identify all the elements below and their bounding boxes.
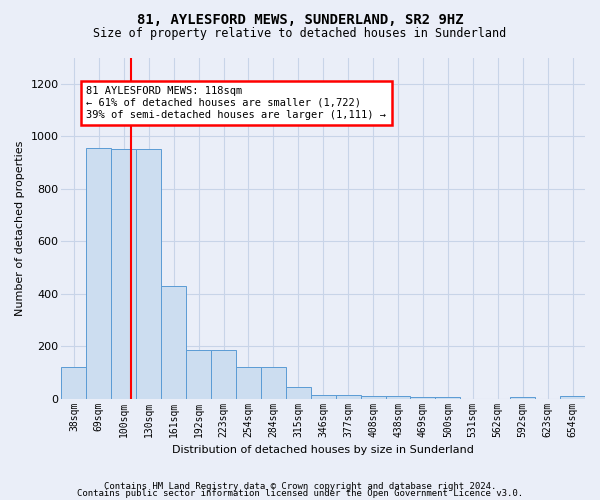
Bar <box>261 367 286 398</box>
Bar <box>161 286 186 399</box>
Bar <box>186 350 211 399</box>
Bar <box>386 396 410 398</box>
Bar <box>311 394 335 398</box>
Bar <box>361 396 386 398</box>
Bar <box>86 148 112 399</box>
Bar <box>560 396 585 398</box>
Text: 81, AYLESFORD MEWS, SUNDERLAND, SR2 9HZ: 81, AYLESFORD MEWS, SUNDERLAND, SR2 9HZ <box>137 12 463 26</box>
Text: Contains HM Land Registry data © Crown copyright and database right 2024.: Contains HM Land Registry data © Crown c… <box>104 482 496 491</box>
Bar <box>61 367 86 398</box>
Y-axis label: Number of detached properties: Number of detached properties <box>15 140 25 316</box>
Bar <box>112 150 136 398</box>
Text: Size of property relative to detached houses in Sunderland: Size of property relative to detached ho… <box>94 28 506 40</box>
Text: Contains public sector information licensed under the Open Government Licence v3: Contains public sector information licen… <box>77 490 523 498</box>
Bar <box>236 367 261 398</box>
Bar <box>211 350 236 399</box>
Bar <box>335 394 361 398</box>
Text: 81 AYLESFORD MEWS: 118sqm
← 61% of detached houses are smaller (1,722)
39% of se: 81 AYLESFORD MEWS: 118sqm ← 61% of detac… <box>86 86 386 120</box>
Bar <box>136 150 161 398</box>
Bar <box>286 387 311 398</box>
X-axis label: Distribution of detached houses by size in Sunderland: Distribution of detached houses by size … <box>172 445 474 455</box>
